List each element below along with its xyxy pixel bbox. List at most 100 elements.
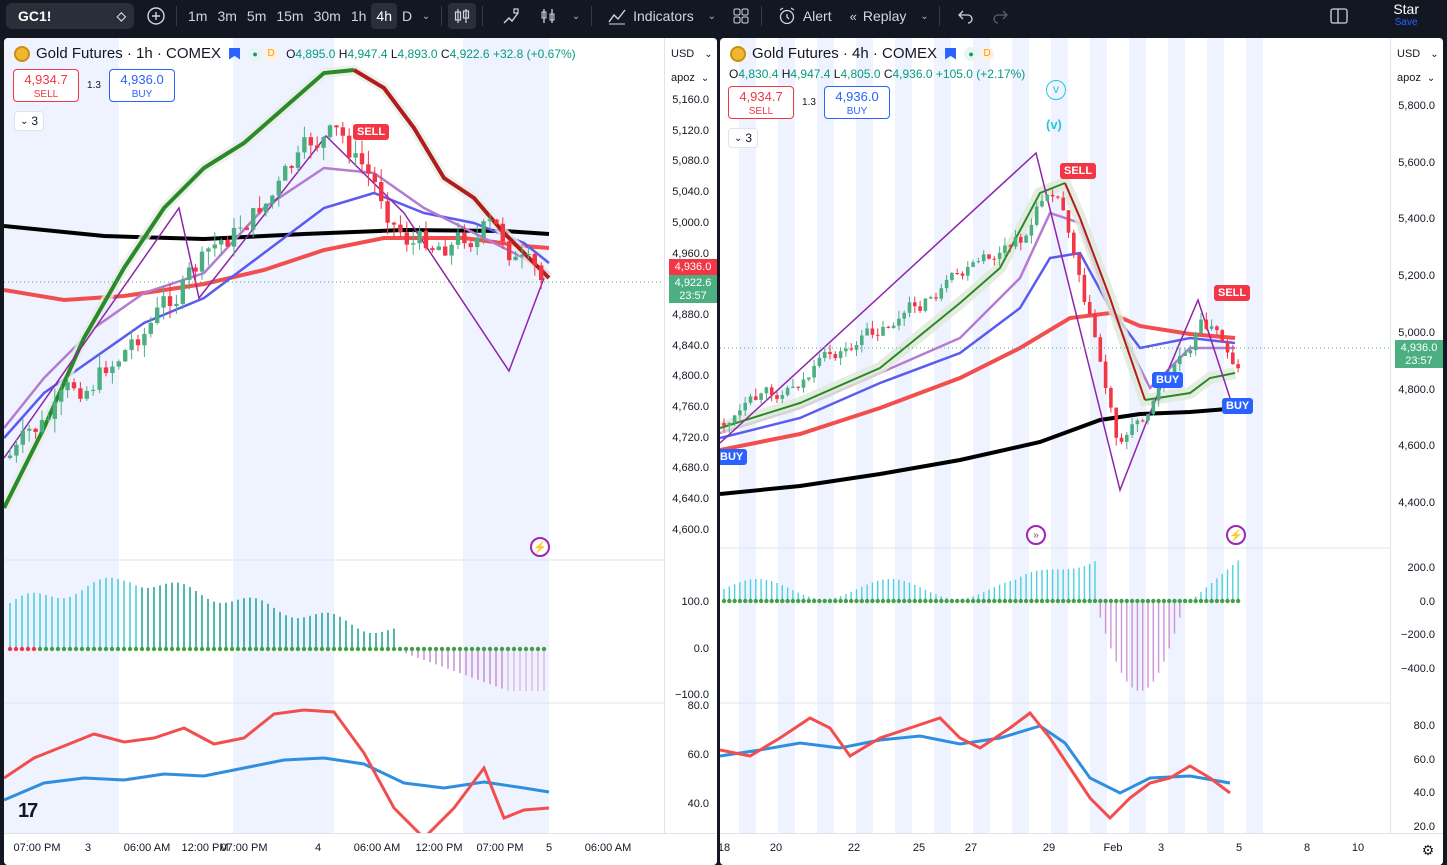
add-symbol-icon[interactable] bbox=[142, 3, 170, 29]
chart-pane-4h[interactable]: Gold Futures · 4h · COMEX ● D O4,830.4 H… bbox=[720, 38, 1443, 865]
candle-body bbox=[1066, 210, 1071, 233]
price-axis-4h[interactable]: USD ⌄ apoz ⌄ 5,800.0 5,600.0 5,400.0 5,200.0 5… bbox=[1390, 38, 1443, 833]
delayed-icon[interactable]: D bbox=[264, 46, 279, 61]
candle-body bbox=[754, 396, 758, 400]
time-axis-4h[interactable]: 18 20 22 25 27 29 Feb 3 5 8 10 ⚙ bbox=[720, 833, 1443, 865]
chevron-down-icon: ⌄ bbox=[700, 72, 710, 84]
interval-1h[interactable]: 1h bbox=[350, 8, 367, 24]
squeeze-dot bbox=[1204, 598, 1209, 604]
squeeze-dot bbox=[1214, 598, 1220, 604]
diamond-icon[interactable]: ◇ bbox=[116, 9, 126, 23]
replay-button[interactable]: « Replay bbox=[845, 3, 912, 29]
interval-5m[interactable]: 5m bbox=[246, 8, 267, 24]
interval-30m[interactable]: 30m bbox=[313, 8, 341, 24]
tradingview-logo[interactable]: 17 bbox=[18, 800, 38, 822]
candle-body bbox=[1003, 245, 1007, 253]
trade-panel: 4,934.7 SELL 1.3 4,936.0 BUY bbox=[13, 69, 175, 102]
data-status-icon[interactable]: ● bbox=[248, 46, 263, 61]
gear-icon[interactable]: ⚙ bbox=[1421, 841, 1435, 858]
scale-mode-button[interactable]: apoz ⌄ bbox=[671, 72, 710, 84]
currency-button[interactable]: USD ⌄ bbox=[1397, 48, 1439, 60]
chevron-down-icon[interactable]: ⌄ bbox=[571, 10, 581, 22]
squeeze-dot bbox=[331, 646, 337, 652]
candle-body bbox=[764, 387, 769, 394]
user-save-button[interactable]: Star Save bbox=[1393, 2, 1419, 29]
candle-body bbox=[302, 137, 307, 153]
axis-tick-label: −100.0 bbox=[675, 689, 709, 701]
buy-button[interactable]: 4,936.0 BUY bbox=[824, 86, 890, 119]
flag-icon[interactable] bbox=[945, 47, 957, 60]
squeeze-dot bbox=[115, 646, 121, 652]
scale-mode-button[interactable]: apoz ⌄ bbox=[1397, 72, 1436, 84]
undo-icon[interactable] bbox=[952, 3, 980, 29]
squeeze-dot bbox=[1098, 598, 1103, 604]
chevron-down-icon[interactable]: ⌄ bbox=[920, 10, 929, 22]
time-tick-label: 22 bbox=[847, 842, 861, 854]
candle-body bbox=[1183, 353, 1187, 356]
squeeze-dot bbox=[1140, 598, 1145, 604]
axis-tick-label: −200.0 bbox=[1401, 629, 1435, 642]
chart-title[interactable]: Gold Futures · 4h · COMEX bbox=[752, 45, 938, 62]
candle-body bbox=[1114, 407, 1118, 438]
axis-tick-label: 5,080.0 bbox=[672, 155, 709, 168]
candle-body bbox=[913, 302, 917, 307]
indicators-collapse-button[interactable]: ⌄ 3 bbox=[14, 111, 44, 131]
currency-button[interactable]: USD ⌄ bbox=[671, 48, 713, 60]
candle-body bbox=[1215, 326, 1219, 331]
symbol-search-button[interactable]: GC1! ◇ bbox=[6, 3, 134, 29]
interval-15m[interactable]: 15m bbox=[276, 8, 304, 24]
indicators-collapse-button[interactable]: ⌄ 3 bbox=[728, 128, 758, 148]
flag-icon[interactable] bbox=[229, 47, 241, 60]
interval-d[interactable]: D bbox=[401, 8, 413, 24]
candles-icon[interactable] bbox=[448, 3, 477, 29]
chevron-down-icon[interactable]: ⌄ bbox=[707, 10, 716, 22]
interval-3m[interactable]: 3m bbox=[217, 8, 237, 24]
redo-icon[interactable] bbox=[986, 3, 1014, 29]
layout-panels-icon[interactable] bbox=[1325, 3, 1353, 29]
candle-body bbox=[487, 219, 493, 222]
squeeze-dot bbox=[121, 646, 127, 652]
sell-button[interactable]: 4,934.7 SELL bbox=[13, 69, 79, 102]
candle-body bbox=[129, 339, 134, 351]
sell-button[interactable]: 4,934.7 SELL bbox=[728, 86, 794, 119]
chart-pane-1h[interactable]: Gold Futures · 1h · COMEX ● D O4,895.0 H… bbox=[4, 38, 717, 865]
lightning-icon[interactable]: ⚡ bbox=[1226, 525, 1246, 545]
candle-body bbox=[251, 208, 256, 230]
lightning-icon[interactable]: ⚡ bbox=[530, 537, 550, 557]
squeeze-dot bbox=[307, 646, 313, 652]
candle-body bbox=[833, 354, 838, 359]
bar-style-icon[interactable] bbox=[535, 3, 563, 29]
buy-button[interactable]: 4,936.0 BUY bbox=[109, 69, 175, 102]
candle-body bbox=[423, 230, 429, 249]
candle-body bbox=[468, 243, 473, 248]
layouts-icon[interactable] bbox=[727, 3, 755, 29]
squeeze-dot bbox=[1008, 598, 1013, 604]
squeeze-dot bbox=[992, 598, 997, 604]
squeeze-dot bbox=[764, 598, 769, 604]
squeeze-dot bbox=[439, 646, 445, 652]
squeeze-dot bbox=[1087, 598, 1092, 604]
price-chart-4h[interactable] bbox=[720, 38, 1390, 833]
squeeze-dot bbox=[517, 646, 523, 652]
squeeze-dot bbox=[1114, 598, 1119, 604]
delayed-icon[interactable]: D bbox=[980, 46, 995, 61]
squeeze-dot bbox=[463, 646, 469, 652]
interval-1m[interactable]: 1m bbox=[188, 8, 208, 24]
wave-label-v-paren: (v) bbox=[1046, 117, 1062, 132]
interval-4h[interactable]: 4h bbox=[371, 3, 397, 29]
chevron-down-icon[interactable]: ⌄ bbox=[421, 10, 431, 22]
legend-4h: Gold Futures · 4h · COMEX ● D bbox=[730, 45, 1002, 62]
squeeze-dot bbox=[289, 646, 295, 652]
time-axis-1h[interactable]: 07:00 PM 3 06:00 AM 12:00 PM 07:00 PM 4 06:00 … bbox=[4, 833, 717, 865]
chart-title[interactable]: Gold Futures · 1h · COMEX bbox=[36, 45, 222, 62]
price-axis-1h[interactable]: USD ⌄ apoz ⌄ 5,160.0 5,120.0 5,080.0 5,040.0 5… bbox=[664, 38, 717, 833]
data-status-icon[interactable]: ● bbox=[964, 46, 979, 61]
candle-body bbox=[65, 382, 70, 391]
price-chart-1h[interactable] bbox=[4, 38, 664, 833]
indicators-button[interactable]: Indicators bbox=[602, 3, 699, 29]
candle-body bbox=[743, 402, 747, 411]
candle-body bbox=[1072, 232, 1076, 255]
compare-icon[interactable] bbox=[497, 3, 525, 29]
alert-button[interactable]: Alert bbox=[772, 3, 837, 29]
skip-forward-icon[interactable]: » bbox=[1026, 525, 1046, 545]
